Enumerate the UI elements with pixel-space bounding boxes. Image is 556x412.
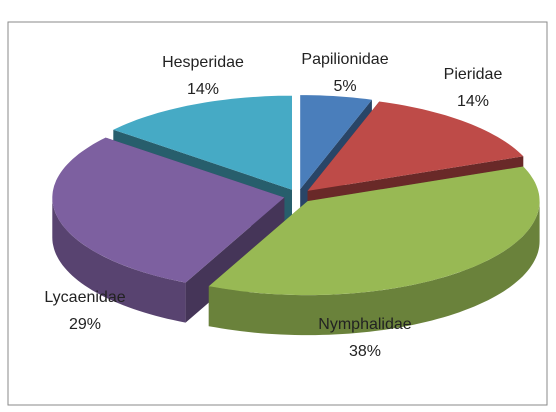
slice xyxy=(208,166,540,296)
slice-label: Papilionidae xyxy=(301,51,388,68)
slice-value-label: 5% xyxy=(333,78,356,95)
slice-side xyxy=(208,201,540,336)
slice xyxy=(113,95,292,190)
slice-label: Pieridae xyxy=(444,66,503,83)
slice-label: Hesperidae xyxy=(162,54,244,71)
slice-value-label: 14% xyxy=(187,81,219,98)
slice-label: Lycaenidae xyxy=(44,289,125,306)
slice-label: Nymphalidae xyxy=(318,316,411,333)
slice xyxy=(300,95,372,190)
slice-value-label: 38% xyxy=(349,343,381,360)
slice-value-label: 29% xyxy=(69,316,101,333)
slice-value-label: 14% xyxy=(457,93,489,110)
slice xyxy=(307,101,524,191)
slice-side xyxy=(52,197,186,323)
slice xyxy=(52,137,285,283)
